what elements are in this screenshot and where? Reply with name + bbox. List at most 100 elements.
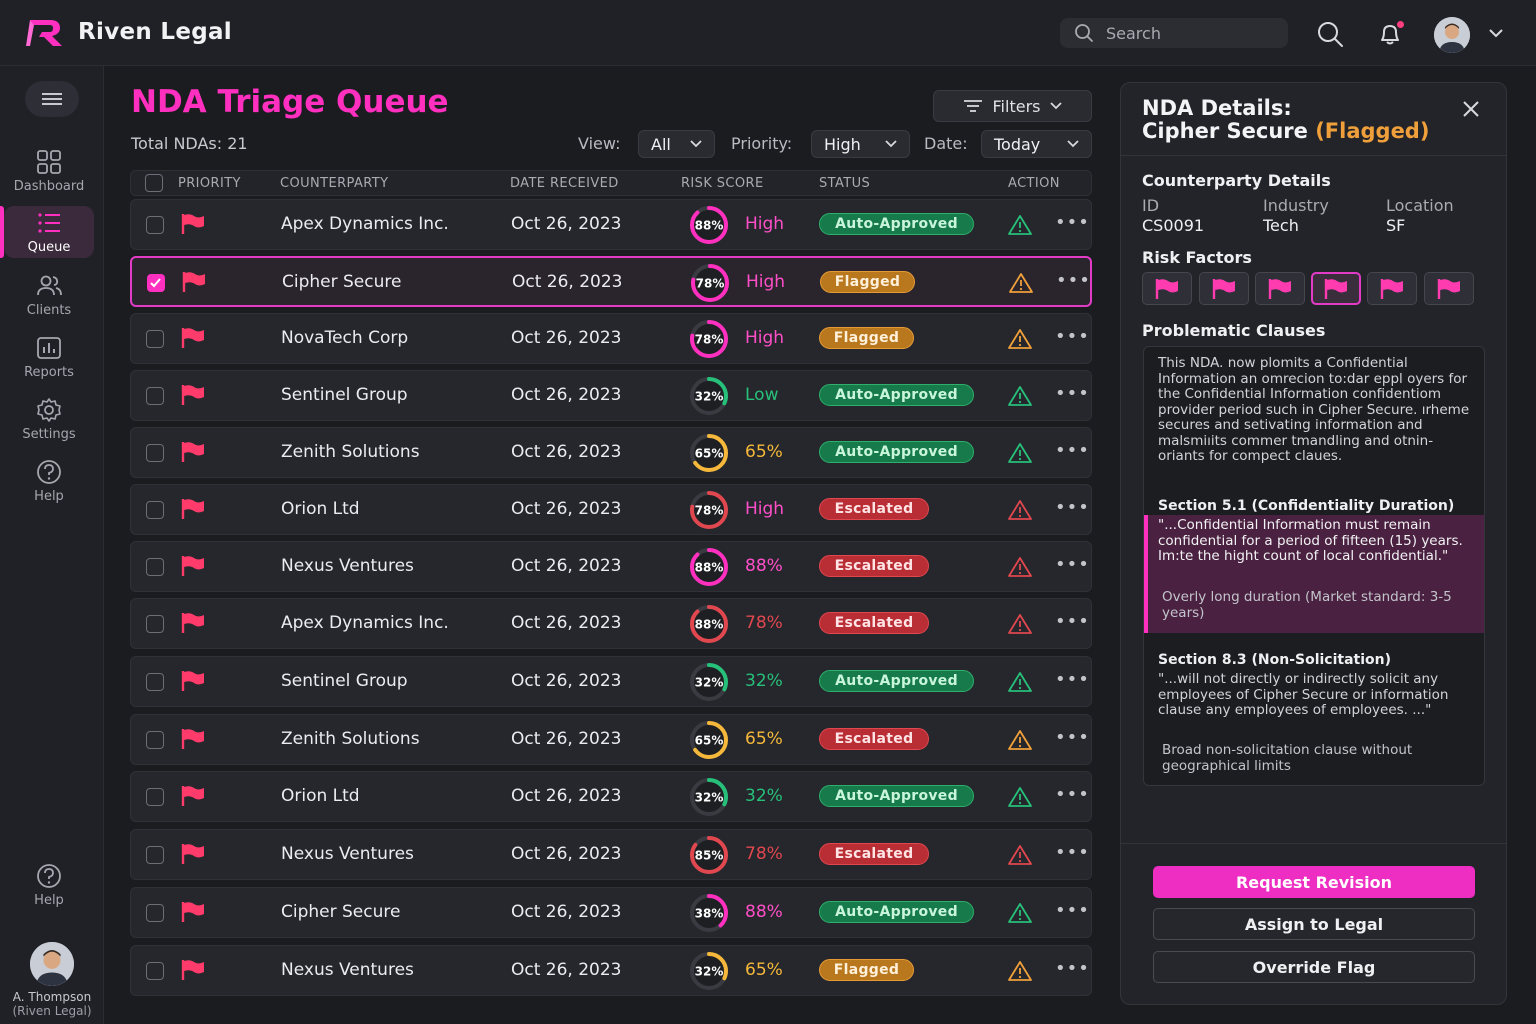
header-date-received[interactable]: DATE RECEIVED [510, 176, 619, 191]
table-row[interactable]: Zenith Solutions Oct 26, 2023 65% 65% Escala… [130, 714, 1092, 765]
warning-icon[interactable] [1008, 442, 1032, 464]
sidebar-item-clients[interactable]: Clients [4, 269, 94, 321]
counterparty-name[interactable]: Apex Dynamics Inc. [281, 214, 449, 234]
warning-icon[interactable] [1008, 556, 1032, 578]
risk-factor-chip[interactable] [1142, 272, 1192, 305]
warning-icon[interactable] [1008, 671, 1032, 693]
more-options-icon[interactable]: ••• [1055, 440, 1090, 461]
risk-factor-chip[interactable] [1255, 272, 1305, 305]
sidebar-item-help[interactable]: Help [4, 455, 94, 507]
more-options-icon[interactable]: ••• [1055, 842, 1090, 863]
table-row[interactable]: Zenith Solutions Oct 26, 2023 65% 65% Auto-A… [130, 427, 1092, 478]
priority-select[interactable]: High [811, 130, 910, 158]
menu-toggle-button[interactable] [25, 81, 79, 117]
warning-icon[interactable] [1008, 960, 1032, 982]
more-options-icon[interactable]: ••• [1055, 497, 1090, 518]
user-avatar[interactable] [1434, 17, 1470, 53]
more-options-icon[interactable]: ••• [1055, 554, 1090, 575]
warning-icon[interactable] [1008, 328, 1032, 350]
counterparty-name[interactable]: Zenith Solutions [281, 442, 420, 462]
more-options-icon[interactable]: ••• [1055, 383, 1090, 404]
select-all-checkbox[interactable] [145, 174, 163, 192]
header-status[interactable]: STATUS [819, 176, 871, 191]
table-row[interactable]: Nexus Ventures Oct 26, 2023 88% 88% Escalate… [130, 541, 1092, 592]
header-counterparty[interactable]: COUNTERPARTY [280, 176, 389, 191]
table-row[interactable]: Cipher Secure Oct 26, 2023 78% High Flagged •… [130, 256, 1092, 307]
warning-icon[interactable] [1009, 272, 1033, 294]
row-checkbox[interactable] [146, 615, 164, 633]
counterparty-name[interactable]: Apex Dynamics Inc. [281, 613, 449, 633]
risk-factor-chip[interactable] [1199, 272, 1249, 305]
counterparty-name[interactable]: Nexus Ventures [281, 844, 414, 864]
risk-factor-chip[interactable] [1367, 272, 1417, 305]
user-profile[interactable]: A. Thompson (Riven Legal) [0, 942, 104, 1018]
more-options-icon[interactable]: ••• [1055, 900, 1090, 921]
warning-icon[interactable] [1008, 385, 1032, 407]
row-checkbox[interactable] [146, 558, 164, 576]
risk-factor-chip[interactable] [1424, 272, 1474, 305]
table-row[interactable]: Sentinel Group Oct 26, 2023 32% 32% Auto-App… [130, 656, 1092, 707]
row-checkbox[interactable] [146, 501, 164, 519]
counterparty-name[interactable]: Nexus Ventures [281, 556, 414, 576]
risk-factor-chip[interactable] [1311, 272, 1361, 305]
warning-icon[interactable] [1008, 844, 1032, 866]
table-row[interactable]: Apex Dynamics Inc. Oct 26, 2023 88% 78% Esca… [130, 598, 1092, 649]
counterparty-name[interactable]: NovaTech Corp [281, 328, 409, 348]
more-options-icon[interactable]: ••• [1055, 611, 1090, 632]
counterparty-name[interactable]: Sentinel Group [281, 671, 408, 691]
view-select[interactable]: All [638, 130, 715, 158]
search-icon[interactable] [1316, 20, 1344, 48]
sidebar-bottom-help[interactable]: Help [4, 859, 94, 911]
search-input[interactable] [1106, 23, 1266, 43]
warning-icon[interactable] [1008, 214, 1032, 236]
counterparty-name[interactable]: Orion Ltd [281, 499, 360, 519]
bell-icon[interactable] [1376, 20, 1404, 48]
request-revision-button[interactable]: Request Revision [1153, 866, 1475, 898]
row-checkbox[interactable] [146, 330, 164, 348]
row-checkbox[interactable] [147, 274, 165, 292]
sidebar-item-settings[interactable]: Settings [4, 393, 94, 445]
warning-icon[interactable] [1008, 613, 1032, 635]
filters-button[interactable]: Filters [933, 90, 1092, 122]
counterparty-name[interactable]: Nexus Ventures [281, 960, 414, 980]
row-checkbox[interactable] [146, 673, 164, 691]
table-row[interactable]: Apex Dynamics Inc. Oct 26, 2023 88% High Aut… [130, 199, 1092, 250]
date-select[interactable]: Today [981, 130, 1092, 158]
row-checkbox[interactable] [146, 731, 164, 749]
more-options-icon[interactable]: ••• [1055, 326, 1090, 347]
table-row[interactable]: Orion Ltd Oct 26, 2023 78% High Escalated ••• [130, 484, 1092, 535]
app-logo[interactable]: Riven Legal [26, 16, 232, 48]
table-row[interactable]: NovaTech Corp Oct 26, 2023 78% High Flagged •… [130, 313, 1092, 364]
header-priority[interactable]: PRIORITY [178, 176, 241, 191]
row-checkbox[interactable] [146, 788, 164, 806]
warning-icon[interactable] [1008, 786, 1032, 808]
table-row[interactable]: Orion Ltd Oct 26, 2023 32% 32% Auto-Approved… [130, 771, 1092, 822]
sidebar-item-dashboard[interactable]: Dashboard [4, 145, 94, 197]
table-row[interactable]: Cipher Secure Oct 26, 2023 38% 88% Auto-Appr… [130, 887, 1092, 938]
more-options-icon[interactable]: ••• [1055, 958, 1090, 979]
more-options-icon[interactable]: ••• [1055, 669, 1090, 690]
sidebar-item-reports[interactable]: Reports [4, 331, 94, 383]
warning-icon[interactable] [1008, 499, 1032, 521]
header-risk-score[interactable]: RISK SCORE [681, 176, 764, 191]
counterparty-name[interactable]: Sentinel Group [281, 385, 408, 405]
more-options-icon[interactable]: ••• [1055, 727, 1090, 748]
clauses-box[interactable]: This NDA. now plomits a Confidential Inf… [1143, 346, 1485, 786]
search-bar[interactable] [1060, 18, 1288, 48]
override-flag-button[interactable]: Override Flag [1153, 951, 1475, 983]
more-options-icon[interactable]: ••• [1055, 212, 1090, 233]
row-checkbox[interactable] [146, 962, 164, 980]
more-options-icon[interactable]: ••• [1056, 270, 1091, 291]
close-icon[interactable] [1461, 99, 1481, 119]
row-checkbox[interactable] [146, 846, 164, 864]
table-row[interactable]: Nexus Ventures Oct 26, 2023 32% 65% Flagged •… [130, 945, 1092, 996]
row-checkbox[interactable] [146, 216, 164, 234]
row-checkbox[interactable] [146, 904, 164, 922]
sidebar-item-queue[interactable]: Queue [4, 206, 94, 258]
more-options-icon[interactable]: ••• [1055, 784, 1090, 805]
warning-icon[interactable] [1008, 729, 1032, 751]
counterparty-name[interactable]: Orion Ltd [281, 786, 360, 806]
assign-to-legal-button[interactable]: Assign to Legal [1153, 908, 1475, 940]
row-checkbox[interactable] [146, 387, 164, 405]
counterparty-name[interactable]: Cipher Secure [282, 272, 402, 292]
